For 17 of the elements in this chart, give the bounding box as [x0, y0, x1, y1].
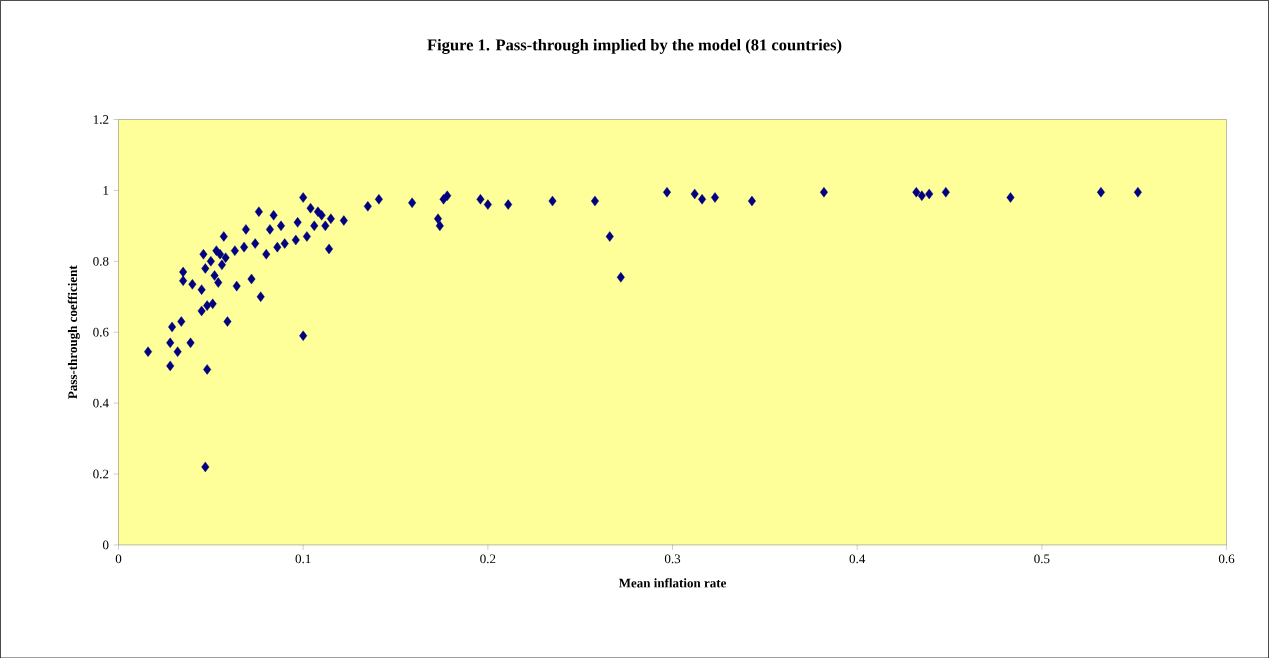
x-tick-label: 0: [115, 554, 122, 564]
chart-title: Figure 1. Pass-through implied by the model (81 countries): [427, 38, 842, 54]
y-axis-title: Pass-through coefficient: [67, 265, 80, 399]
y-tick-label: 0.4: [93, 398, 109, 408]
x-tick-label: 0.3: [664, 554, 681, 564]
y-tick-label: 1.2: [93, 114, 109, 124]
x-axis-title: Mean inflation rate: [618, 577, 727, 588]
x-tick-label: 0.6: [1218, 554, 1235, 564]
y-tick-label: 0.2: [93, 469, 109, 479]
x-tick-label: 0.4: [849, 554, 866, 564]
y-tick-label: 0: [102, 540, 109, 550]
x-tick-label: 0.2: [480, 554, 496, 564]
y-tick-label: 1: [103, 185, 109, 195]
y-tick-label: 0.8: [93, 256, 109, 266]
x-tick-label: 0.5: [1034, 554, 1050, 564]
x-tick-label: 0.1: [295, 554, 311, 564]
y-tick-label: 0.6: [93, 327, 109, 337]
